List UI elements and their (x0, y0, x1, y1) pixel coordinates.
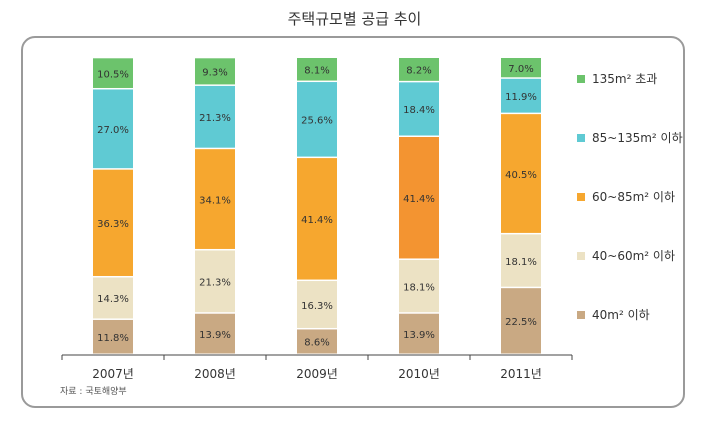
legend-swatch (577, 311, 585, 319)
bar-segment (501, 58, 541, 78)
x-axis: 2007년 2008년 2009년 2010년 2011년 (61, 354, 573, 381)
data-label: 40.5% (505, 170, 537, 181)
data-label: 41.4% (403, 194, 435, 205)
x-tick-label: 2010년 (398, 367, 440, 381)
bar-segment (297, 158, 337, 280)
data-label: 11.9% (505, 92, 537, 103)
legend-label: 40~60m² 이하 (592, 249, 675, 263)
bar-segment (297, 329, 337, 354)
data-label: 18.4% (403, 105, 435, 116)
data-label: 27.0% (97, 125, 129, 136)
data-label: 25.6% (301, 116, 333, 127)
bar-segment (501, 288, 541, 354)
bar-segment (93, 169, 133, 276)
bar-segment (399, 82, 439, 136)
bar-segment (399, 137, 439, 259)
bar-segment (195, 85, 235, 148)
bar-segment (501, 234, 541, 287)
bar-segment (501, 78, 541, 113)
data-label: 7.0% (508, 64, 533, 75)
bar-segment (399, 313, 439, 354)
bars-group: 11.8% 14.3% 36.3% 27.0% 10.5% 13.9% 21.3% 34.1%… (93, 58, 541, 354)
bar-segment (93, 319, 133, 354)
data-label: 36.3% (97, 219, 129, 230)
source-note: 자료 : 국토해양부 (60, 386, 127, 397)
bar-segment (297, 82, 337, 157)
chart-title: 주택규모별 공급 추이 (287, 10, 422, 28)
data-label: 41.4% (301, 215, 333, 226)
bar-segment (93, 89, 133, 169)
bar-segment (297, 58, 337, 81)
data-label: 16.3% (301, 301, 333, 312)
data-label: 14.3% (97, 294, 129, 305)
legend-swatch (577, 75, 585, 83)
data-label: 9.3% (202, 68, 227, 79)
x-tick-label: 2009년 (296, 367, 338, 381)
bar-segment (195, 313, 235, 354)
x-tick-label: 2008년 (194, 367, 236, 381)
x-tick-label: 2011년 (500, 367, 542, 381)
legend-swatch (577, 252, 585, 260)
data-label: 34.1% (199, 195, 231, 206)
data-label: 18.1% (403, 282, 435, 293)
data-label: 13.9% (199, 330, 231, 341)
data-label: 13.9% (403, 330, 435, 341)
bar-segment (195, 250, 235, 313)
bar-segment (195, 149, 235, 249)
bar-segment (93, 58, 133, 88)
data-label: 8.2% (406, 66, 431, 77)
bar-segment (399, 259, 439, 313)
bar-segment (93, 277, 133, 319)
bar-segment (195, 58, 235, 85)
data-label: 21.3% (199, 113, 231, 124)
data-label: 10.5% (97, 69, 129, 80)
legend-label: 135m² 초과 (592, 72, 657, 86)
legend-label: 85~135m² 이하 (592, 131, 683, 145)
chart-panel (21, 36, 685, 408)
data-label: 22.5% (505, 317, 537, 328)
data-label: 18.1% (505, 257, 537, 268)
data-label: 8.6% (304, 338, 329, 349)
legend-swatch (577, 193, 585, 201)
bar-segment (399, 58, 439, 81)
legend-swatch (577, 134, 585, 142)
data-label: 21.3% (199, 278, 231, 289)
legend: 135m² 초과 85~135m² 이하 60~85m² 이하 40~60m² 이하 4… (577, 72, 683, 322)
x-tick-label: 2007년 (92, 367, 134, 381)
data-label: 8.1% (304, 66, 329, 77)
legend-label: 60~85m² 이하 (592, 190, 675, 204)
bar-segment (297, 281, 337, 328)
data-label: 11.8% (97, 333, 129, 344)
legend-label: 40m² 이하 (592, 308, 650, 322)
bar-segment (501, 114, 541, 233)
